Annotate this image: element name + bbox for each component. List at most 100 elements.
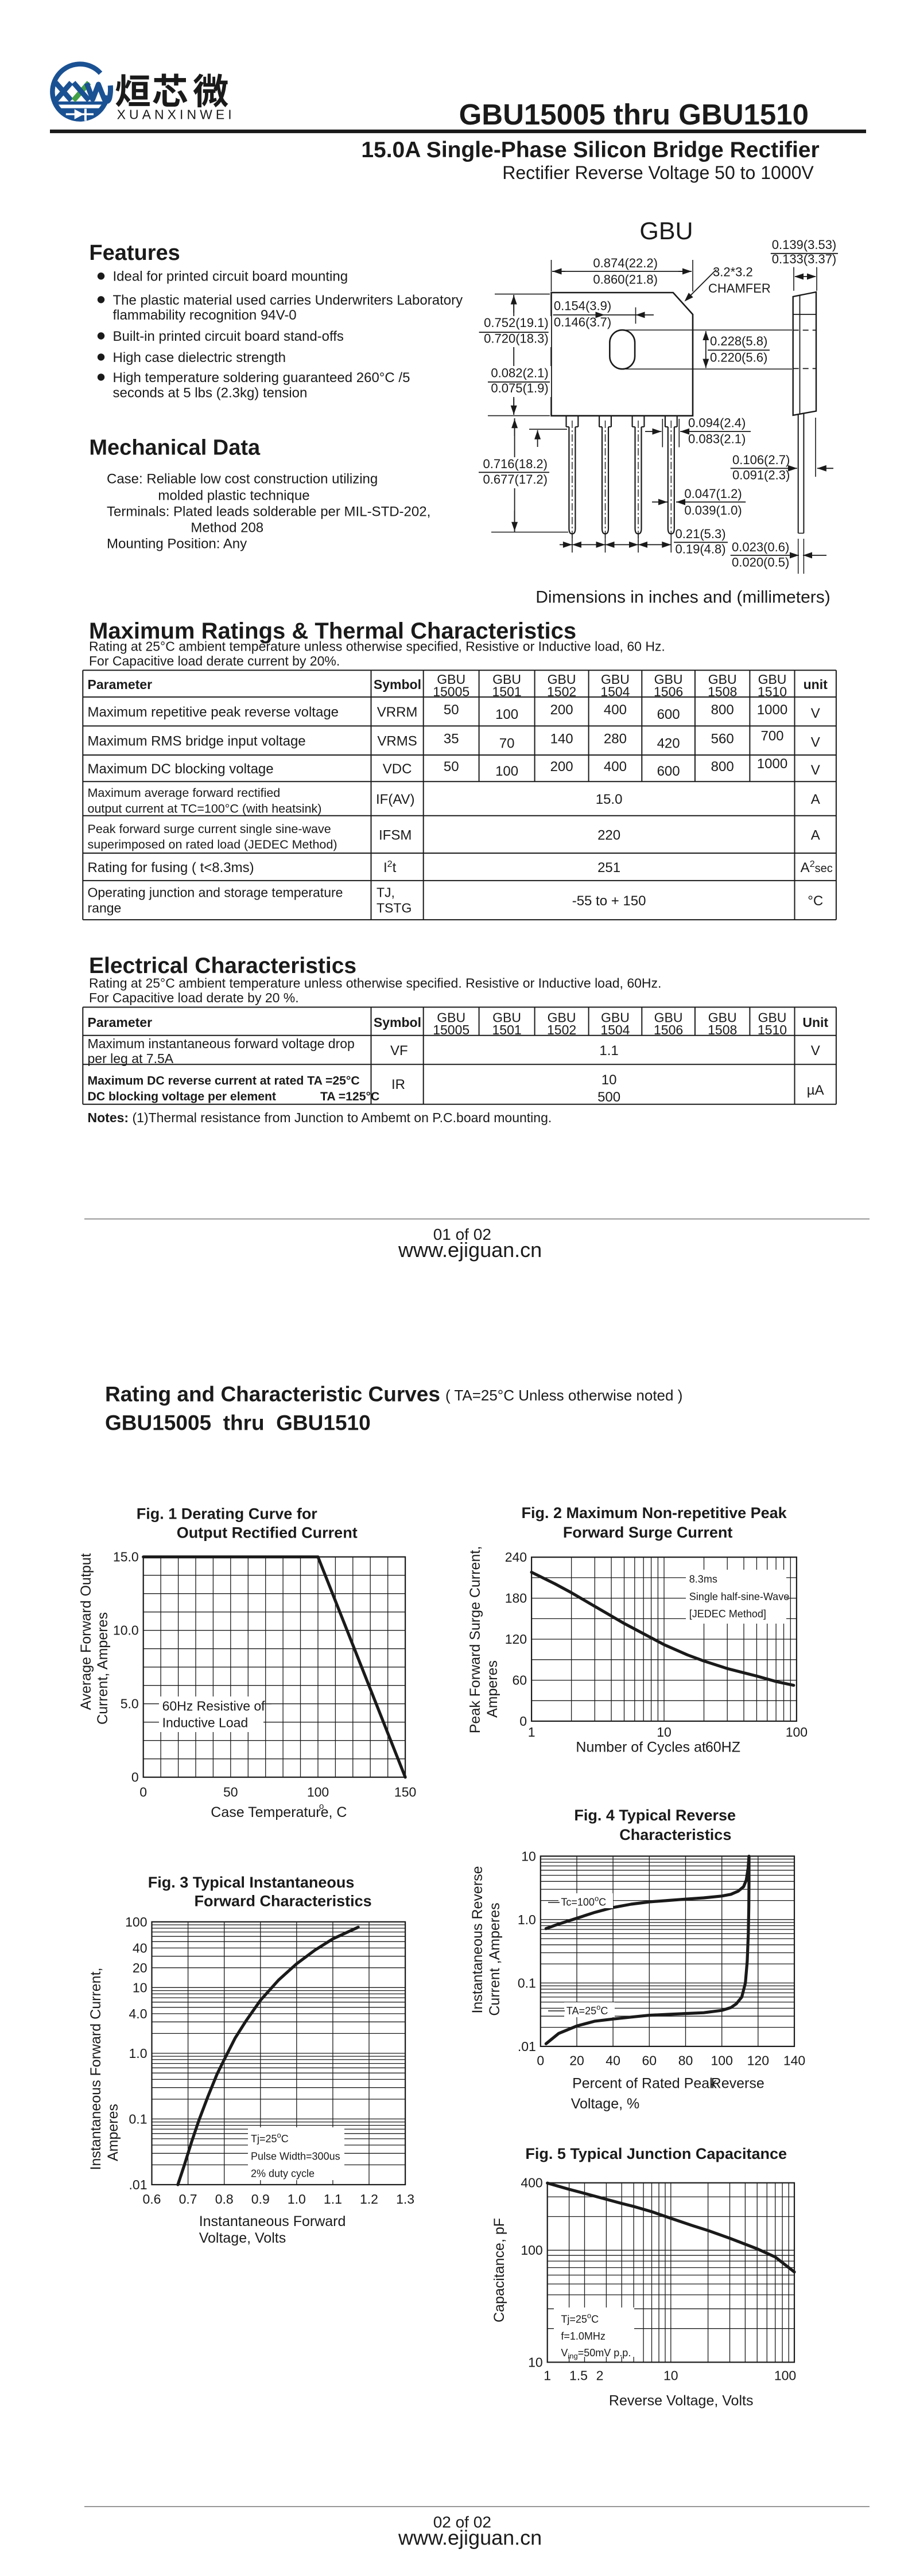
svg-text:o: o	[319, 1801, 324, 1811]
svg-text:1502: 1502	[547, 684, 576, 699]
svg-text:3.2*3.2: 3.2*3.2	[713, 264, 753, 279]
svg-text:per leg at 7.5A: per leg at 7.5A	[88, 1051, 174, 1066]
svg-text:1502: 1502	[547, 1022, 576, 1037]
svg-text:Average Forward Output: Average Forward Output	[78, 1553, 94, 1710]
svg-text:Tc=100oC: Tc=100oC	[561, 1894, 606, 1908]
svg-text:700: 700	[760, 729, 783, 744]
svg-text:VRRM: VRRM	[377, 705, 418, 720]
svg-text:100: 100	[495, 764, 518, 779]
svg-text:10: 10	[663, 2368, 678, 2383]
svg-text:1506: 1506	[654, 1022, 683, 1037]
svg-text:0.6: 0.6	[143, 2192, 161, 2207]
svg-text:flammability recognition 94V-0: flammability recognition 94V-0	[113, 308, 297, 323]
svg-text:TA=25oC: TA=25oC	[566, 2003, 608, 2017]
svg-text:40: 40	[606, 2053, 620, 2068]
svg-text:70: 70	[499, 736, 515, 752]
svg-text:0.075(1.9): 0.075(1.9)	[491, 381, 548, 395]
svg-text:1504: 1504	[600, 1022, 630, 1037]
svg-text:GBU: GBU	[758, 672, 787, 687]
svg-text:www.ejiguan.cn: www.ejiguan.cn	[398, 2526, 542, 2550]
svg-text:0.8: 0.8	[215, 2192, 234, 2207]
svg-text:40: 40	[133, 1940, 148, 1955]
svg-text:15.0A Single-Phase Silicon Bri: 15.0A Single-Phase Silicon Bridge Rectif…	[361, 138, 819, 162]
svg-text:GBU: GBU	[437, 1010, 465, 1025]
svg-text:1504: 1504	[600, 684, 630, 699]
svg-text:Tj=25oC: Tj=25oC	[561, 2311, 599, 2325]
svg-text:Current ,Amperes: Current ,Amperes	[487, 1902, 503, 2015]
svg-text:1.3: 1.3	[396, 2192, 414, 2207]
svg-text:-55 to + 150: -55 to + 150	[572, 893, 646, 909]
svg-text:[JEDEC Method]: [JEDEC Method]	[689, 1608, 766, 1620]
svg-text:Forward Characteristics: Forward Characteristics	[195, 1892, 372, 1909]
svg-text:Voltage, Volts: Voltage, Volts	[199, 2230, 286, 2246]
svg-text:420: 420	[657, 736, 680, 752]
svg-text:0.720(18.3): 0.720(18.3)	[484, 332, 549, 346]
svg-text:50: 50	[223, 1785, 238, 1800]
svg-text:GBU: GBU	[639, 217, 693, 245]
svg-text:280: 280	[604, 731, 627, 747]
svg-text:0.19(4.8): 0.19(4.8)	[676, 542, 726, 557]
svg-text:0.677(17.2): 0.677(17.2)	[483, 472, 548, 487]
svg-text:GBU: GBU	[548, 1010, 576, 1025]
svg-text:1510: 1510	[758, 1022, 787, 1037]
svg-text:Notes: (1)Thermal resistance f: Notes: (1)Thermal resistance from Juncti…	[88, 1110, 552, 1125]
svg-text:GBU: GBU	[654, 1010, 683, 1025]
svg-text:100: 100	[786, 1725, 808, 1740]
svg-text:GBU: GBU	[437, 672, 465, 687]
svg-text:20: 20	[133, 1960, 148, 1975]
svg-text:IR: IR	[391, 1077, 405, 1092]
svg-text:.01: .01	[518, 2039, 536, 2054]
svg-text:10: 10	[133, 1980, 148, 1995]
svg-text:Ideal for printed circuit boa: Ideal for printed circuit board mounting	[113, 269, 348, 285]
svg-text:0.083(2.1): 0.083(2.1)	[688, 431, 746, 446]
svg-text:100: 100	[307, 1785, 329, 1800]
svg-text:150: 150	[394, 1785, 416, 1800]
svg-text:1.0: 1.0	[129, 2046, 148, 2061]
svg-text:Parameter: Parameter	[88, 677, 153, 692]
svg-text:0: 0	[131, 1770, 139, 1785]
svg-text:GBU: GBU	[492, 672, 521, 687]
svg-text:.01: .01	[129, 2177, 148, 2192]
svg-text:I2t: I2t	[383, 859, 397, 875]
svg-text:Terminals: Plated leads solder: Terminals: Plated leads solderable per M…	[107, 504, 430, 520]
svg-text:0.7: 0.7	[179, 2192, 197, 2207]
svg-text:220: 220	[597, 827, 620, 843]
svg-text:20: 20	[569, 2053, 584, 2068]
svg-text:400: 400	[604, 759, 627, 775]
svg-text:superimposed on rated load (JE: superimposed on rated load (JEDEC Method…	[88, 838, 337, 851]
svg-text:Amperes: Amperes	[484, 1660, 500, 1718]
svg-text:Instantaneous Forward: Instantaneous Forward	[199, 2213, 346, 2229]
svg-text:GBU: GBU	[758, 1010, 787, 1025]
svg-text:200: 200	[550, 759, 573, 775]
svg-text:1501: 1501	[492, 684, 522, 699]
svg-text:range: range	[88, 901, 122, 916]
svg-text:GBU15005 thru GBU1510: GBU15005 thru GBU1510	[459, 98, 809, 131]
svg-text:0.020(0.5): 0.020(0.5)	[732, 555, 789, 570]
svg-text:1508: 1508	[708, 1022, 737, 1037]
svg-text:V: V	[811, 1043, 820, 1059]
svg-text:100: 100	[711, 2053, 733, 2068]
svg-text:5.0: 5.0	[121, 1696, 139, 1711]
svg-text:Rating at 25°C ambient tempera: Rating at 25°C ambient temperature unles…	[89, 639, 665, 653]
svg-text:µA: µA	[807, 1083, 824, 1098]
svg-text:V: V	[811, 762, 820, 778]
svg-text:80: 80	[678, 2053, 693, 2068]
svg-text:1: 1	[528, 1725, 535, 1740]
svg-text:Maximum repetitive peak revers: Maximum repetitive peak reverse voltage	[88, 705, 339, 720]
svg-text:10: 10	[657, 1725, 672, 1740]
svg-text:0.228(5.8): 0.228(5.8)	[710, 334, 767, 348]
svg-text:1.2: 1.2	[360, 2192, 378, 2207]
svg-text:4.0: 4.0	[129, 2006, 148, 2021]
svg-text:Rating at 25°C ambient tempera: Rating at 25°C ambient temperature unles…	[89, 975, 661, 990]
svg-text:A: A	[811, 827, 820, 843]
svg-text:100: 100	[774, 2368, 796, 2383]
svg-text:Symbol: Symbol	[374, 677, 421, 692]
svg-text:600: 600	[657, 707, 680, 722]
svg-text:GBU: GBU	[708, 1010, 737, 1025]
svg-text:140: 140	[550, 731, 573, 747]
svg-text:50: 50	[444, 702, 459, 718]
svg-text:Fig. 2 Maximum Non-repetitive: Fig. 2 Maximum Non-repetitive Peak	[522, 1504, 787, 1522]
svg-text:8.3ms: 8.3ms	[689, 1573, 717, 1585]
svg-text:0.146(3.7): 0.146(3.7)	[554, 315, 611, 329]
svg-text:Characteristics: Characteristics	[619, 1826, 731, 1843]
